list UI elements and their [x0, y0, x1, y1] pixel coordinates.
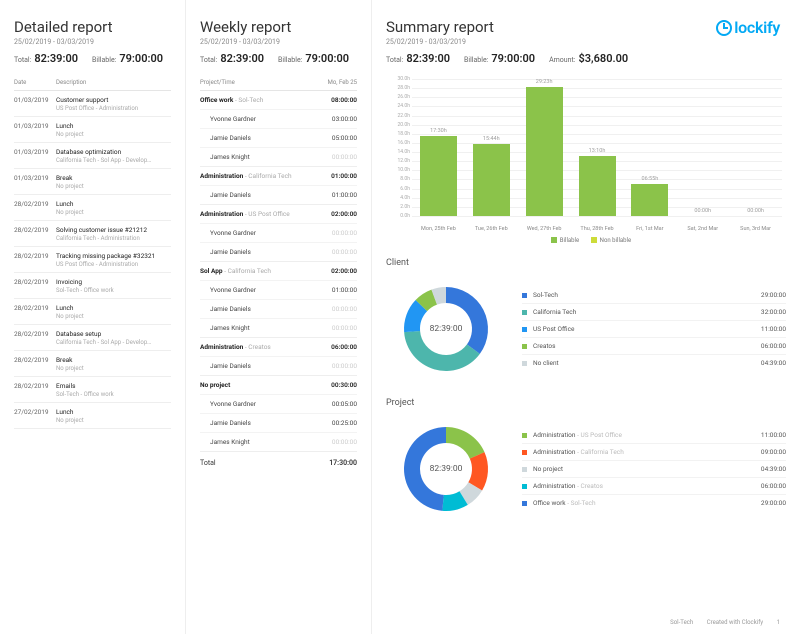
table-row: 01/03/2019LunchNo project [14, 117, 171, 143]
weekly-table-header: Project/Time Mo, Feb 25 [200, 79, 357, 91]
bar-chart-legend: Billable Non billable [386, 237, 786, 244]
weekly-person-row: Yvonne Gardner00:05:00 [200, 394, 357, 413]
weekly-section: Administration - US Post Office02:00:00Y… [200, 205, 357, 262]
legend-item: Creatos06:00:00 [522, 338, 786, 355]
summary-report-panel: lockify Summary report 25/02/2019 - 03/0… [372, 0, 800, 634]
summary-totals: Total:82:39:00 Billable:79:00:00 Amount:… [386, 52, 786, 65]
clockify-logo: lockify [716, 18, 780, 37]
legend-item: Office work - Sol-Tech29:00:00 [522, 495, 786, 511]
page-footer: Sol-Tech Created with Clockify 1 [658, 619, 780, 626]
weekly-section: Administration - California Tech01:00:00… [200, 167, 357, 205]
legend-item: Administration - California Tech09:00:00 [522, 444, 786, 461]
weekly-person-row: Jamie Daniels00:00:00 [200, 242, 357, 261]
weekly-person-row: James Knight00:00:00 [200, 432, 357, 451]
weekly-person-row: Jamie Daniels01:00:00 [200, 185, 357, 204]
summary-daterange: 25/02/2019 - 03/03/2019 [386, 38, 786, 46]
project-section-title: Project [386, 398, 786, 408]
table-row: 28/02/2019Tracking missing package #3232… [14, 247, 171, 273]
legend-item: California Tech32:00:00 [522, 304, 786, 321]
weekly-section: Administration - Creatos06:00:00Jamie Da… [200, 338, 357, 376]
weekly-person-row: James Knight00:00:00 [200, 147, 357, 166]
weekly-section: Office work - Sol-Tech08:00:00Yvonne Gar… [200, 91, 357, 167]
bar-slot: 29:23h [518, 79, 571, 216]
project-donut-chart: 82:39:00 [386, 414, 506, 524]
detailed-daterange: 25/02/2019 - 03/03/2019 [14, 38, 171, 46]
weekly-person-row: James Knight00:00:00 [200, 318, 357, 337]
weekly-person-row: Jamie Daniels00:00:00 [200, 299, 357, 318]
bar-slot: 00:00h [676, 79, 729, 216]
table-row: 01/03/2019BreakNo project [14, 169, 171, 195]
client-legend: Sol-Tech29:00:00California Tech32:00:00U… [522, 287, 786, 371]
bar-slot: 13:10h [571, 79, 624, 216]
weekly-person-row: Jamie Daniels00:25:00 [200, 413, 357, 432]
weekly-daterange: 25/02/2019 - 03/03/2019 [200, 38, 357, 46]
weekly-totals: Total:82:39:00 Billable:79:00:00 [200, 52, 357, 65]
legend-item: Administration - Creatos06:00:00 [522, 478, 786, 495]
weekly-title: Weekly report [200, 18, 357, 36]
project-legend: Administration - US Post Office11:00:00A… [522, 427, 786, 511]
client-section-title: Client [386, 258, 786, 268]
clock-icon [716, 20, 732, 36]
table-row: 28/02/2019EmailsSol-Tech - Office work [14, 377, 171, 403]
table-row: 28/02/2019LunchNo project [14, 195, 171, 221]
legend-item: Administration - US Post Office11:00:00 [522, 427, 786, 444]
weekly-person-row: Yvonne Gardner03:00:00 [200, 109, 357, 128]
legend-item: US Post Office11:00:00 [522, 321, 786, 338]
detailed-report-panel: Detailed report 25/02/2019 - 03/03/2019 … [0, 0, 186, 634]
table-row: 28/02/2019BreakNo project [14, 351, 171, 377]
weekly-person-row: Yvonne Gardner00:00:00 [200, 223, 357, 242]
table-row: 01/03/2019Customer supportUS Post Office… [14, 91, 171, 117]
weekly-person-row: Yvonne Gardner01:00:00 [200, 280, 357, 299]
weekly-total-row: Total 17:30:00 [200, 452, 357, 474]
bar-slot: 15:44h [465, 79, 518, 216]
client-donut-chart: 82:39:00 [386, 274, 506, 384]
bar-slot: 17:30h [412, 79, 465, 216]
weekly-report-panel: Weekly report 25/02/2019 - 03/03/2019 To… [186, 0, 372, 634]
detailed-table-header: Date Description [14, 79, 171, 91]
detailed-title: Detailed report [14, 18, 171, 36]
bar-slot: 06:55h [623, 79, 676, 216]
summary-bar-chart: 0.0h2.0h4.0h6.0h8.0h10.0h12.0h14.0h16.0h… [386, 79, 786, 244]
bar-slot: 00:00h [729, 79, 782, 216]
weekly-person-row: Jamie Daniels05:00:00 [200, 128, 357, 147]
detailed-totals: Total:82:39:00 Billable:79:00:00 [14, 52, 171, 65]
table-row: 28/02/2019Solving customer issue #21212C… [14, 221, 171, 247]
weekly-section: No project00:30:00Yvonne Gardner00:05:00… [200, 376, 357, 452]
legend-item: Sol-Tech29:00:00 [522, 287, 786, 304]
table-row: 28/02/2019InvoicingSol-Tech - Office wor… [14, 273, 171, 299]
table-row: 27/02/2019LunchNo project [14, 403, 171, 429]
table-row: 28/02/2019LunchNo project [14, 299, 171, 325]
legend-item: No project04:39:00 [522, 461, 786, 478]
table-row: 28/02/2019Database setupCalifornia Tech … [14, 325, 171, 351]
weekly-section: Sol App - California Tech02:00:00Yvonne … [200, 262, 357, 338]
legend-item: No client04:39:00 [522, 355, 786, 371]
table-row: 01/03/2019Database optimizationCaliforni… [14, 143, 171, 169]
weekly-person-row: Jamie Daniels00:00:00 [200, 356, 357, 375]
